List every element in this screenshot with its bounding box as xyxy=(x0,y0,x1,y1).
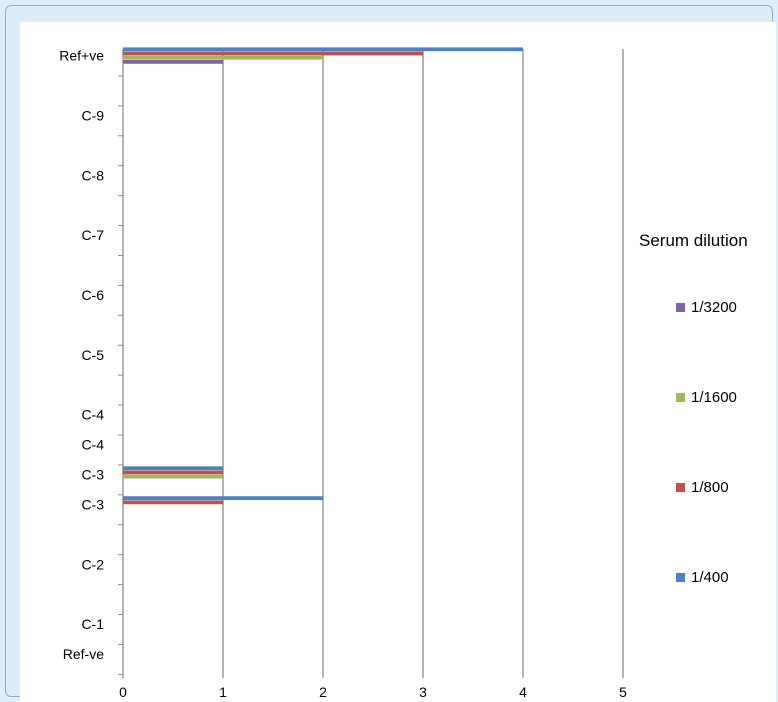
category-label: C-6 xyxy=(81,287,104,303)
legend-swatch xyxy=(676,572,685,582)
x-tick-label-3: 3 xyxy=(419,684,427,700)
chart-frame: 0 1 2 3 4 5 Ref-ve C-1 C-2 C-3 C-3 C-4 C-4 C-5 C-6 C-7 C… xyxy=(5,5,776,702)
chart-panel: 0 1 2 3 4 5 Ref-ve C-1 C-2 C-3 C-3 C-4 C-4 C-5 C-6 C-7 C… xyxy=(20,22,776,702)
x-tick-label-4: 4 xyxy=(519,684,527,700)
category-label: Ref-ve xyxy=(63,646,104,662)
category-label: C-9 xyxy=(81,107,104,123)
x-tick-label-1: 1 xyxy=(219,684,227,700)
legend-swatch xyxy=(676,482,685,492)
category-label: C-3 xyxy=(81,496,104,512)
x-tick-label-2: 2 xyxy=(319,684,327,700)
legend-label: 1/800 xyxy=(691,478,729,496)
bar-chart: 0 1 2 3 4 5 Ref-ve C-1 C-2 C-3 C-3 C-4 C-4 C-5 C-6 C-7 C… xyxy=(59,47,627,700)
legend-swatch xyxy=(676,392,685,402)
x-tick-label-0: 0 xyxy=(119,684,127,700)
category-label: C-1 xyxy=(81,616,104,632)
legend-label: 1/1600 xyxy=(691,388,737,406)
bar-1-800-Ref+ve xyxy=(123,51,423,56)
category-label: C-4 xyxy=(81,437,104,453)
bar-1-1600-Ref+ve xyxy=(123,55,323,60)
legend-swatch xyxy=(676,302,685,312)
legend-label: 1/400 xyxy=(691,568,729,586)
legend-item-1-1600: 1/1600 xyxy=(676,387,737,407)
category-label: C-3 xyxy=(81,467,104,483)
legend-title: Serum dilution xyxy=(639,231,748,250)
legend-item-1-400: 1/400 xyxy=(676,567,729,587)
bar-1-800-C-3 xyxy=(123,500,223,505)
category-label: C-5 xyxy=(81,347,104,363)
bar-1-1600-C-3 xyxy=(123,474,223,479)
legend-item-1-800: 1/800 xyxy=(676,477,729,497)
legend-label: 1/3200 xyxy=(691,298,737,316)
bar-1-400-C-3 xyxy=(123,496,323,501)
category-label: Ref+ve xyxy=(59,48,104,64)
category-label: C-7 xyxy=(81,227,104,243)
bar-1-400-Ref+ve xyxy=(123,47,523,52)
bar-1-3200-Ref+ve xyxy=(123,59,223,64)
legend-item-1-3200: 1/3200 xyxy=(676,297,737,317)
category-label: C-8 xyxy=(81,167,104,183)
x-tick-label-5: 5 xyxy=(619,684,627,700)
bar-1-400-C-3 xyxy=(123,466,223,471)
category-label: C-2 xyxy=(81,556,104,572)
bar-1-800-C-3 xyxy=(123,470,223,475)
category-label: C-4 xyxy=(81,407,104,423)
